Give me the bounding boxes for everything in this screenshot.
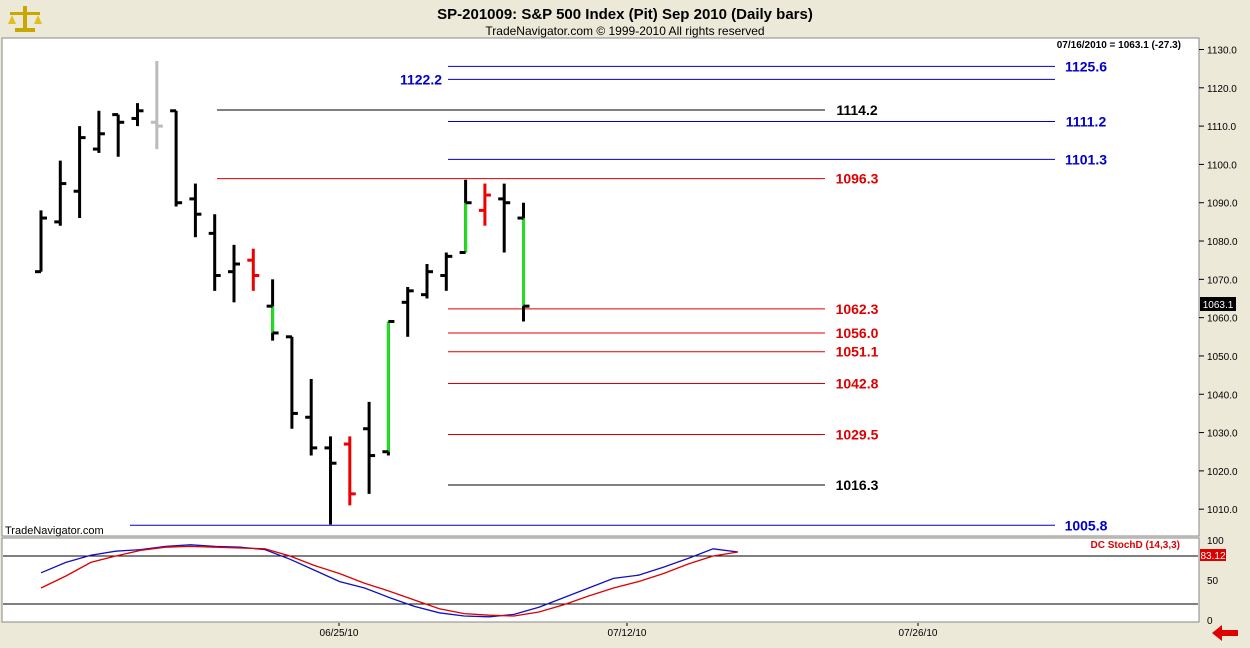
price-bar [131,103,144,127]
price-axis-tick-label: 1010.0 [1207,505,1238,516]
price-bar [228,244,240,303]
price-bar [170,109,183,207]
time-axis-label: 06/25/10 [320,628,359,639]
price-bar [363,401,376,494]
price-bar [92,110,105,153]
price-bar [401,287,414,337]
stochastic-panel [1,537,1200,623]
price-panel [1,37,1200,537]
stochastic-last-marker: 83.12 [1200,549,1226,562]
price-bar [421,264,433,299]
watermark: TradeNavigator.com [5,525,104,537]
price-bar [382,319,395,456]
price-axis-ticks: 1130.0 1120.0 1110.0 1100.0 1090.0 1080.0 1070… [1199,45,1238,516]
price-bar [54,160,67,226]
level-label: 1101.3 [1065,151,1107,167]
indicator-title: DC StochD (14,3,3) [1091,540,1180,551]
stochastic-series-line [40,544,739,618]
price-axis-tick-label: 1090.0 [1207,199,1238,210]
price-bars [35,60,530,525]
stochastic-last-label: 83.12 [1200,551,1225,562]
level-label: 1042.8 [836,376,879,392]
price-axis-tick-label: 1120.0 [1207,84,1237,95]
stochastic-lines [3,544,1198,618]
level-label: 1056.0 [836,325,879,341]
price-bar [324,436,337,525]
time-axis-label: 07/12/10 [608,628,647,639]
level-lines: 1125.6 1122.2 1114.2 1111.2 1101.3 1096.3 1062… [130,58,1108,533]
price-axis-tick-label: 1100.0 [1207,160,1237,171]
price-bar [343,436,356,506]
level-label: 1029.5 [836,426,879,442]
price-bar [266,279,279,341]
price-axis [1200,38,1250,623]
price-axis-tick-label: 1070.0 [1207,275,1238,286]
price-bar [189,183,202,238]
price-axis-tick-label: 1030.0 [1207,429,1238,440]
price-bar [35,210,47,274]
price-bar [498,183,511,253]
price-bar [285,335,298,429]
last-price-marker: 1063.1 [1200,297,1236,311]
chart-title: SP-201009: S&P 500 Index (Pit) Sep 2010 … [437,6,813,23]
price-bar [73,126,86,219]
price-bar [208,214,221,291]
price-bar [150,60,163,150]
copyright-text: TradeNavigator.com © 1999-2010 All right… [485,24,764,38]
price-axis-tick-label: 1040.0 [1207,390,1238,401]
stochastic-series-line [40,545,739,617]
price-bar [247,248,260,291]
level-label: 1114.2 [836,102,877,118]
level-label: 1005.8 [1065,517,1108,533]
price-bar [440,252,453,291]
scales-icon[interactable] [8,6,42,32]
level-label: 1111.2 [1066,114,1107,130]
price-bar [459,179,472,255]
level-label: 1122.2 [400,71,442,87]
price-bar [305,378,318,456]
time-axis [2,623,1199,643]
last-price-label: 1063.1 [1203,300,1234,311]
time-axis-labels: 06/25/10 07/12/10 07/26/10 [320,623,938,639]
level-label: 1062.3 [836,301,879,317]
stochastic-axis-label: 100 [1207,536,1224,547]
level-label: 1125.6 [1065,58,1107,74]
time-axis-label: 07/26/10 [899,628,938,639]
price-axis-tick-label: 1110.0 [1207,122,1237,133]
price-bar [478,183,491,226]
level-label: 1096.3 [836,171,879,187]
price-bar [517,202,530,322]
price-axis-tick-label: 1050.0 [1207,352,1238,363]
stochastic-axis-label: 50 [1207,576,1219,587]
price-axis-tick-label: 1130.0 [1207,45,1237,56]
price-bar [112,113,125,157]
price-axis-tick-label: 1060.0 [1207,314,1238,325]
level-label: 1051.1 [836,344,879,360]
stochastic-axis-ticks: 100 50 0 [1207,536,1224,627]
stochastic-axis-label: 0 [1207,616,1213,627]
quote-readout: 07/16/2010 = 1063.1 (-27.3) [1057,40,1181,51]
red-left-arrow-icon[interactable] [1212,625,1238,641]
price-axis-tick-label: 1020.0 [1207,467,1238,478]
price-axis-tick-label: 1080.0 [1207,237,1238,248]
level-label: 1016.3 [836,477,879,493]
